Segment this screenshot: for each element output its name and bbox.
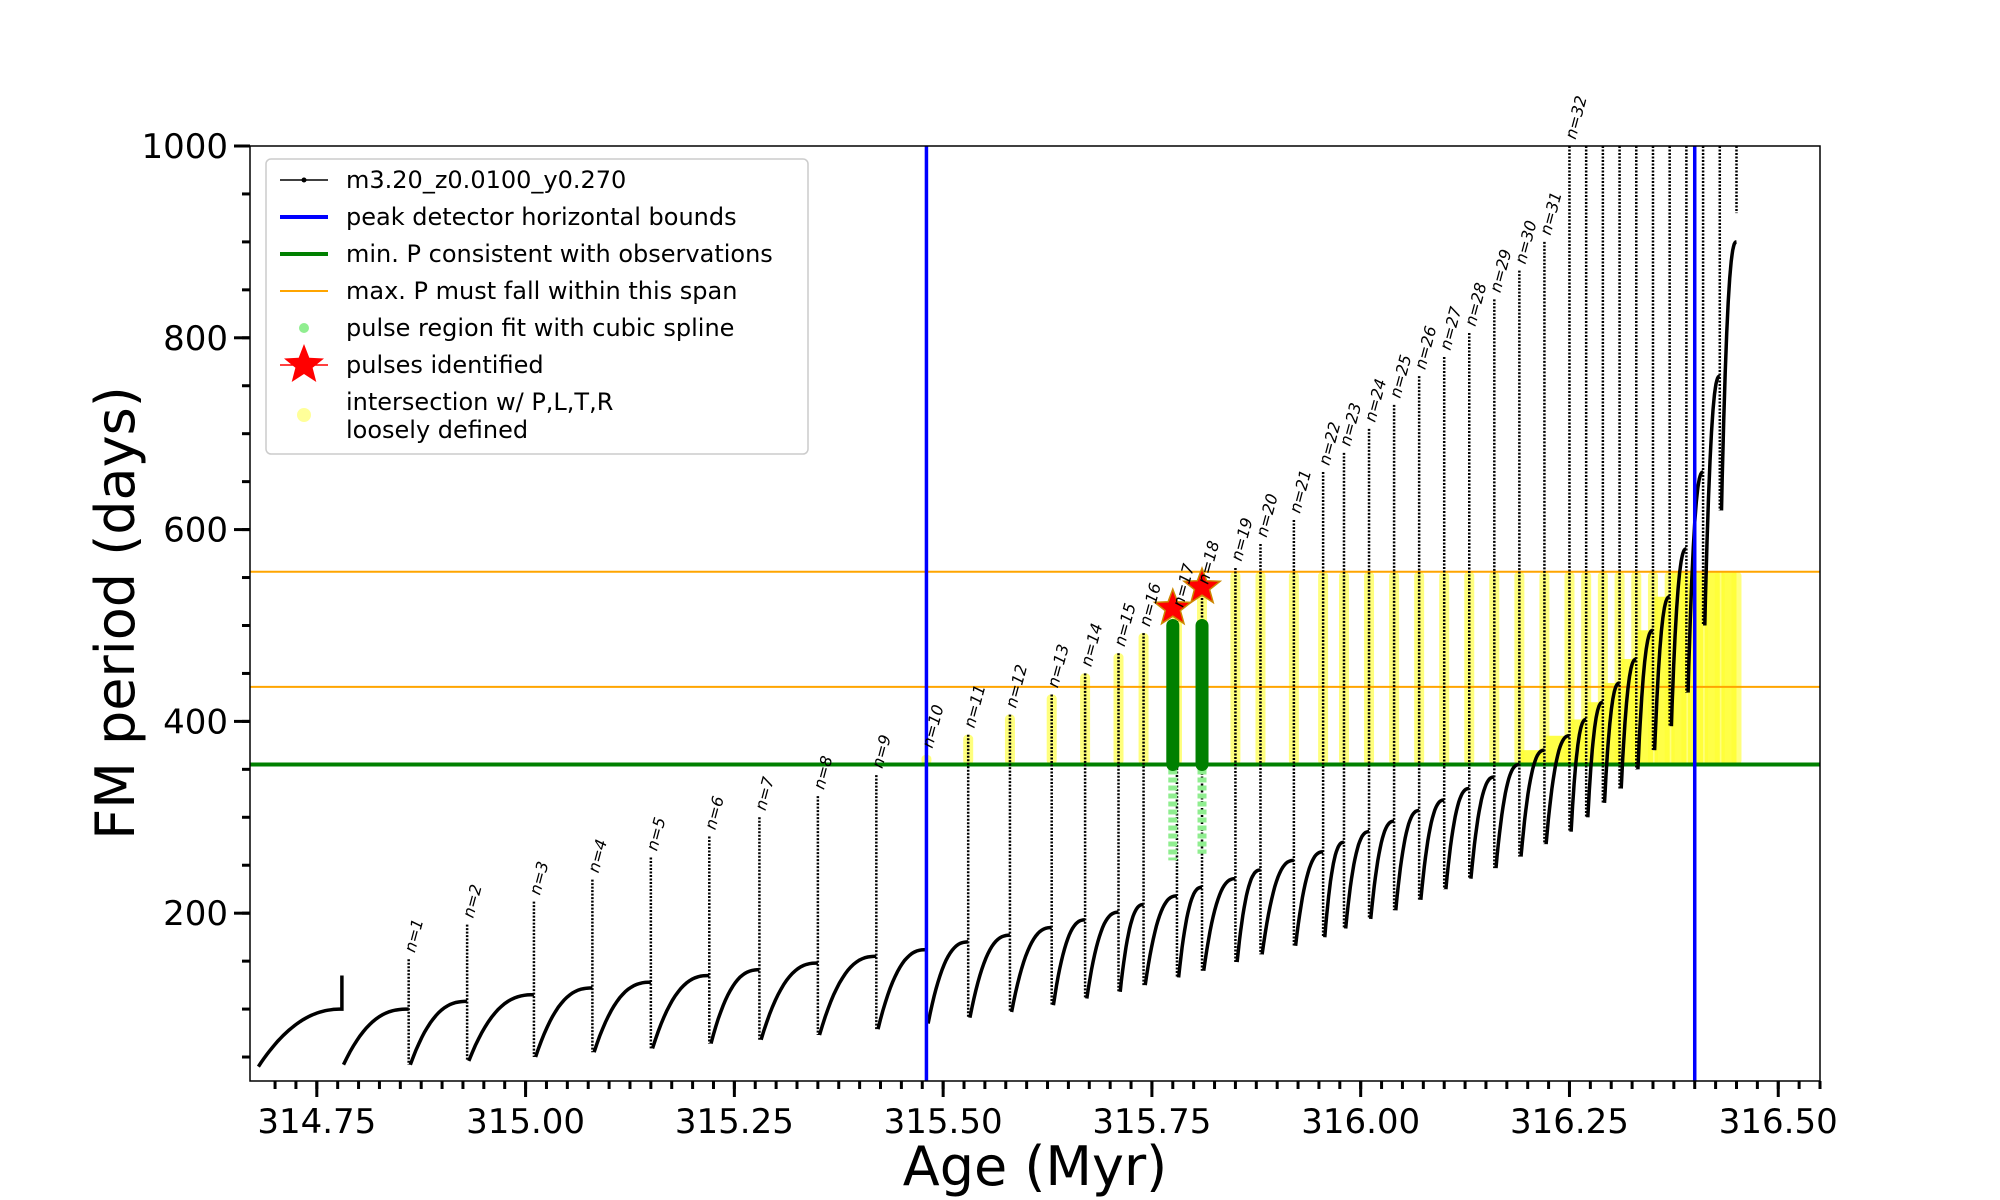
series-interpulse-curve [592, 980, 651, 1053]
series-interpulse-curve [467, 992, 534, 1062]
y-tick-label: 200 [163, 894, 228, 934]
series-interpulse-curve [1118, 902, 1144, 992]
x-tick-label: 315.00 [466, 1102, 585, 1142]
series-interpulse-curve [1619, 657, 1637, 789]
intersection-band [1439, 571, 1450, 765]
series-interpulse-curve [1201, 876, 1236, 971]
y-axis-title: FM period (days) [84, 386, 147, 840]
series-interpulse-curve [341, 1007, 409, 1066]
y-axis: 200 400 600 800 1000 [141, 127, 250, 1059]
legend-handle [284, 344, 324, 382]
intersection-band [1138, 633, 1149, 765]
x-axis: 314.75 315.00 315.25 315.50 315.75 316.00 316.… [257, 1081, 1838, 1142]
series-interpulse-curve [1444, 786, 1470, 890]
legend-label: loosely defined [346, 416, 528, 444]
series-interpulse-curve [1652, 594, 1670, 751]
series-interpulse-curve [1085, 910, 1119, 999]
series-interpulse-curve [1494, 762, 1520, 869]
series-interpulse-curve [408, 999, 468, 1066]
x-axis-title: Age (Myr) [903, 1135, 1168, 1198]
x-tick-label: 315.75 [1092, 1102, 1211, 1142]
series-interpulse-curve [1394, 808, 1420, 911]
x-tick-label: 315.25 [675, 1102, 794, 1142]
identified-pulse-star [1181, 565, 1223, 605]
legend-label: pulse region fit with cubic spline [346, 314, 734, 342]
legend-label: intersection w/ P,L,T,R [346, 388, 613, 416]
series-interpulse-curve [1368, 819, 1395, 920]
x-tick-label: 314.75 [257, 1102, 376, 1142]
y-tick-label: 800 [163, 319, 228, 359]
horizontal-reference-lines [250, 570, 1820, 767]
series-interpulse-curve [968, 933, 1010, 1019]
y-tick-label: 1000 [141, 127, 228, 167]
series-start-curve [256, 975, 344, 1068]
series-interpulse-curve [1586, 700, 1604, 818]
series-interpulse-curve [1719, 240, 1737, 511]
series-interpulse-curve [1235, 868, 1261, 963]
period-series [256, 146, 1738, 1068]
legend-handle [297, 408, 311, 422]
series-interpulse-curve [1323, 840, 1345, 938]
intersection-fill [1654, 596, 1670, 765]
x-tick-label: 316.00 [1301, 1102, 1420, 1142]
series-interpulse-curve [876, 947, 927, 1030]
series-interpulse-curve [1009, 925, 1052, 1013]
intersection-band [1464, 571, 1475, 765]
legend-label: pulses identified [346, 351, 544, 379]
identified-pulse-star [1152, 587, 1193, 626]
series-interpulse-curve [1051, 918, 1086, 1006]
x-tick-label: 316.25 [1510, 1102, 1629, 1142]
series-interpulse-curve [1519, 748, 1545, 857]
series-interpulse-curve [1544, 734, 1570, 845]
series-interpulse-curve [1669, 547, 1687, 727]
intersection-band [1230, 571, 1241, 765]
legend-handle [299, 323, 309, 333]
legend-label: peak detector horizontal bounds [346, 203, 737, 231]
series-interpulse-curve [1260, 858, 1295, 955]
x-tick-label: 316.50 [1719, 1102, 1838, 1142]
intersection-band [1113, 653, 1124, 765]
series-interpulse-curve [1293, 850, 1324, 947]
spline-fit-regions [1166, 618, 1209, 861]
x-tick-label: 315.50 [884, 1102, 1003, 1142]
y-tick-label: 400 [163, 702, 228, 742]
legend-label: m3.20_z0.0100_y0.270 [346, 166, 626, 194]
series-interpulse-curve [1602, 681, 1620, 803]
series-interpulse-curve [1143, 894, 1178, 986]
series-interpulse-curve [709, 968, 760, 1045]
series-interpulse-curve [1469, 775, 1495, 879]
series-interpulse-curve [759, 961, 818, 1041]
intersection-fill [1637, 630, 1653, 765]
series-interpulse-curve [533, 986, 593, 1058]
legend-label: min. P consistent with observations [346, 240, 773, 268]
intersection-fill [1721, 571, 1737, 765]
peak-detector-bounds [924, 146, 1697, 1081]
intersection-band [1539, 571, 1550, 765]
series-interpulse-curve [817, 954, 877, 1036]
identified-pulse-stars [1152, 565, 1223, 626]
series-interpulse-curve [1343, 829, 1369, 929]
legend-label: max. P must fall within this span [346, 277, 737, 305]
y-tick-label: 600 [163, 511, 228, 551]
plot-frame [249, 145, 1821, 1082]
legend-handle-marker [301, 177, 307, 183]
series-interpulse-curve [1636, 628, 1654, 770]
series-interpulse-curve [1419, 798, 1445, 900]
series-interpulse-curve [926, 940, 969, 1024]
legend-frame [265, 158, 809, 455]
series-interpulse-curve [1569, 717, 1587, 832]
series-interpulse-curve [1703, 374, 1721, 626]
series-interpulse-curve [650, 973, 710, 1049]
series-interpulse-curve [1176, 885, 1202, 978]
intersection-fill [1704, 571, 1720, 765]
